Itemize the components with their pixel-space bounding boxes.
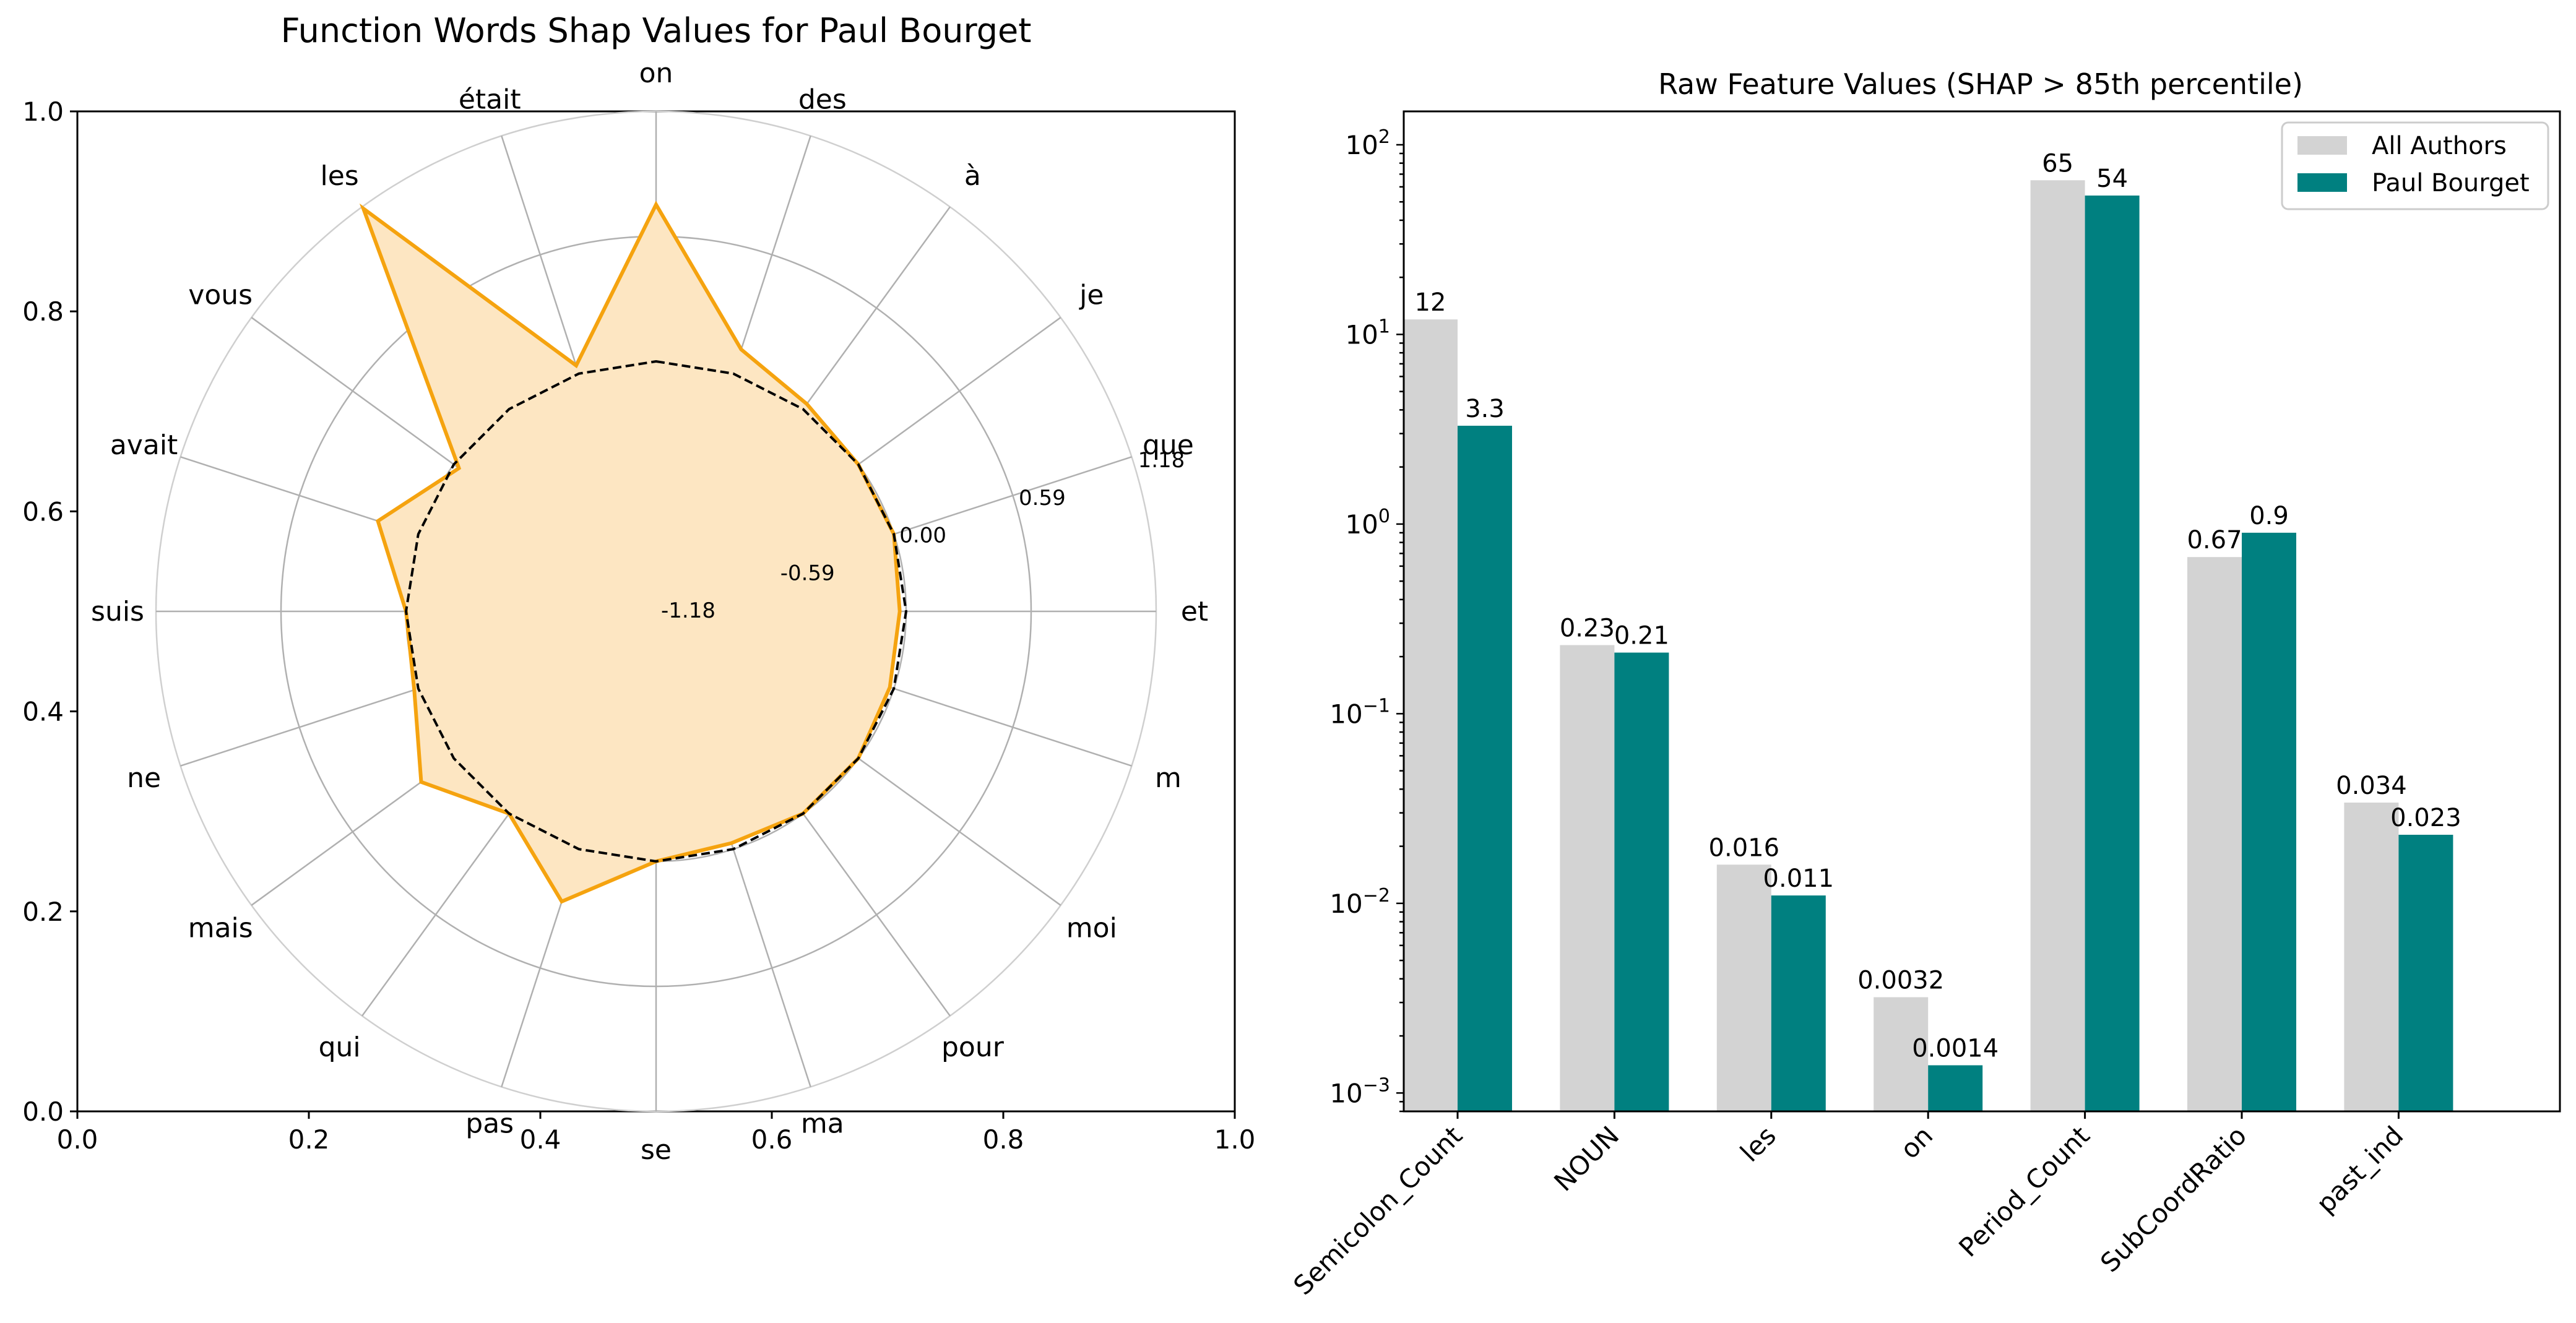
radar-y-tick-label: 0.6 bbox=[22, 496, 64, 527]
legend-frame bbox=[2281, 121, 2549, 210]
bar-value-label: 54 bbox=[2096, 165, 2128, 193]
radar-y-tick-label: 0.2 bbox=[22, 897, 64, 927]
bar-value-label: 65 bbox=[2042, 149, 2073, 178]
radar-radial-tick-label: 0.00 bbox=[899, 524, 946, 548]
radar-label-qui: qui bbox=[319, 1032, 361, 1063]
legend-label-all-authors: All Authors bbox=[2372, 132, 2507, 160]
radar-label-vous: vous bbox=[188, 280, 253, 311]
bar-all-authors-les bbox=[1716, 864, 1771, 1111]
bar-y-tick-label: 10−1 bbox=[1329, 695, 1390, 729]
radar-x-tick-label: 0.8 bbox=[983, 1124, 1024, 1155]
bar-x-tick-label-period-count: Period_Count bbox=[1953, 1120, 2095, 1262]
bar-y-tick-label: 100 bbox=[1345, 506, 1390, 540]
radar-radial-tick-label: -0.59 bbox=[780, 561, 835, 585]
radar-label-avait: avait bbox=[110, 429, 178, 461]
radar-label-pas: pas bbox=[465, 1108, 514, 1139]
bar-paul-bourget-past-ind bbox=[2398, 835, 2453, 1111]
bar-value-label: 0.21 bbox=[1614, 622, 1669, 650]
radar-label-m: m bbox=[1155, 762, 1182, 794]
bar-chart-panel: Raw Feature Values (SHAP > 85th percenti… bbox=[1287, 67, 2561, 1301]
radar-x-tick-label: 0.4 bbox=[520, 1124, 561, 1155]
bar-value-label: 0.016 bbox=[1709, 834, 1780, 862]
bar-all-authors-semicolon-count bbox=[1403, 319, 1458, 1112]
radar-label-suis: suis bbox=[91, 596, 144, 627]
bar-value-label: 12 bbox=[1415, 288, 1446, 317]
radar-label-que: que bbox=[1143, 429, 1194, 461]
radar-radial-tick-label: -1.18 bbox=[661, 598, 715, 623]
radar-label-ne: ne bbox=[127, 762, 161, 794]
radar-label-je: je bbox=[1079, 280, 1104, 311]
bar-value-label: 0.023 bbox=[2390, 804, 2461, 832]
radar-x-tick-label: 0.2 bbox=[288, 1124, 330, 1155]
radar-label-tait: était bbox=[459, 84, 521, 116]
bar-y-tick-label: 10−3 bbox=[1329, 1074, 1390, 1108]
legend-swatch-paul-bourget bbox=[2297, 173, 2347, 192]
bar-all-authors-on bbox=[1874, 997, 1929, 1111]
radar-x-tick-label: 0.0 bbox=[57, 1124, 98, 1155]
bar-y-tick-label: 101 bbox=[1345, 316, 1390, 350]
bar-y-tick-label: 102 bbox=[1345, 126, 1390, 160]
radar-x-tick-label: 0.6 bbox=[751, 1124, 793, 1155]
radar-y-tick-label: 0.4 bbox=[22, 697, 64, 727]
bar-value-label: 0.23 bbox=[1560, 614, 1615, 643]
bar-value-label: 0.0014 bbox=[1912, 1035, 1999, 1063]
legend-label-paul-bourget: Paul Bourget bbox=[2372, 169, 2530, 197]
radar-label-moi: moi bbox=[1066, 912, 1117, 944]
bar-paul-bourget-period-count bbox=[2085, 196, 2140, 1111]
bar-paul-bourget-semicolon-count bbox=[1458, 426, 1512, 1111]
bar-x-tick-label-past-ind: past_ind bbox=[2310, 1120, 2410, 1219]
bar-x-axis-ticks: Semicolon_Count NOUN les on Period_CountSubC… bbox=[1287, 1111, 2409, 1301]
bar-all-authors-subcoordratio bbox=[2187, 557, 2242, 1111]
radar-radial-tick-labels: -1.18 -0.59 0.00 0.59 1.18 bbox=[661, 448, 1185, 623]
bar-all-authors-past-ind bbox=[2344, 803, 2399, 1111]
bar-x-tick-label-noun: NOUN bbox=[1548, 1120, 1625, 1197]
bar-paul-bourget-subcoordratio bbox=[2242, 532, 2296, 1111]
bar-x-tick-label-semicolon-count: Semicolon_Count bbox=[1287, 1120, 1468, 1301]
bar-paul-bourget-noun bbox=[1614, 652, 1669, 1111]
radar-label-ma: ma bbox=[801, 1108, 844, 1139]
bar-all-authors-noun bbox=[1560, 645, 1615, 1111]
radar-label-les: les bbox=[320, 160, 358, 192]
bar-value-label: 0.67 bbox=[2187, 526, 2242, 554]
radar-radial-tick-label: 0.59 bbox=[1019, 486, 1066, 511]
bar-all-authors-period-count bbox=[2030, 180, 2085, 1111]
radar-label-x: à bbox=[964, 160, 981, 192]
radar-label-pour: pour bbox=[941, 1032, 1005, 1063]
radar-x-tick-label: 1.0 bbox=[1214, 1124, 1256, 1155]
radar-label-et: et bbox=[1181, 596, 1208, 627]
radar-label-des: des bbox=[798, 84, 847, 116]
bar-chart-title: Raw Feature Values (SHAP > 85th percenti… bbox=[1658, 67, 2303, 101]
radar-category-labels: on des à je que et m moi pour ma se pas qui mais ne sui… bbox=[91, 58, 1208, 1166]
radar-y-tick-label: 1.0 bbox=[22, 97, 64, 127]
radar-baseline-dashed bbox=[404, 360, 908, 863]
radar-label-mais: mais bbox=[188, 912, 253, 944]
legend-swatch-all-authors bbox=[2297, 136, 2347, 155]
bar-value-label: 0.034 bbox=[2336, 772, 2407, 800]
bar-x-tick-label-on: on bbox=[1895, 1120, 1939, 1165]
radar-label-on: on bbox=[639, 58, 673, 89]
bar-value-label: 3.3 bbox=[1465, 395, 1505, 423]
bar-y-tick-label: 10−2 bbox=[1329, 885, 1390, 919]
bar-value-label: 0.011 bbox=[1763, 864, 1835, 893]
radar-y-tick-label: 0.0 bbox=[22, 1097, 64, 1127]
radar-frame-ticks: 0.0 0.2 0.4 0.6 0.8 1.0 0.0 0.2 0.4 0.6 0.8 1.0 bbox=[22, 97, 1255, 1155]
radar-label-se: se bbox=[641, 1134, 672, 1166]
bar-value-label: 0.9 bbox=[2249, 502, 2289, 530]
bar-paul-bourget-on bbox=[1928, 1065, 1983, 1111]
bar-legend: All Authors Paul Bourget bbox=[2281, 121, 2549, 210]
radar-series bbox=[359, 200, 908, 904]
radar-chart-panel: Function Words Shap Values for Paul Bour… bbox=[22, 11, 1255, 1166]
bar-paul-bourget-les bbox=[1771, 895, 1826, 1111]
bar-axes-frame bbox=[1403, 110, 2561, 1113]
bar-value-label: 0.0032 bbox=[1857, 967, 1944, 995]
bar-y-axis-ticks: 10−3 10−2 10−1 100 101 102 bbox=[1329, 126, 1404, 1113]
bar-x-tick-label-subcoordratio: SubCoordRatio bbox=[2094, 1120, 2252, 1278]
bar-x-tick-label-les: les bbox=[1734, 1120, 1782, 1168]
radar-chart-title: Function Words Shap Values for Paul Bour… bbox=[281, 11, 1032, 50]
radar-y-tick-label: 0.8 bbox=[22, 296, 64, 327]
radar-radial-tick-label: 1.18 bbox=[1138, 448, 1185, 473]
